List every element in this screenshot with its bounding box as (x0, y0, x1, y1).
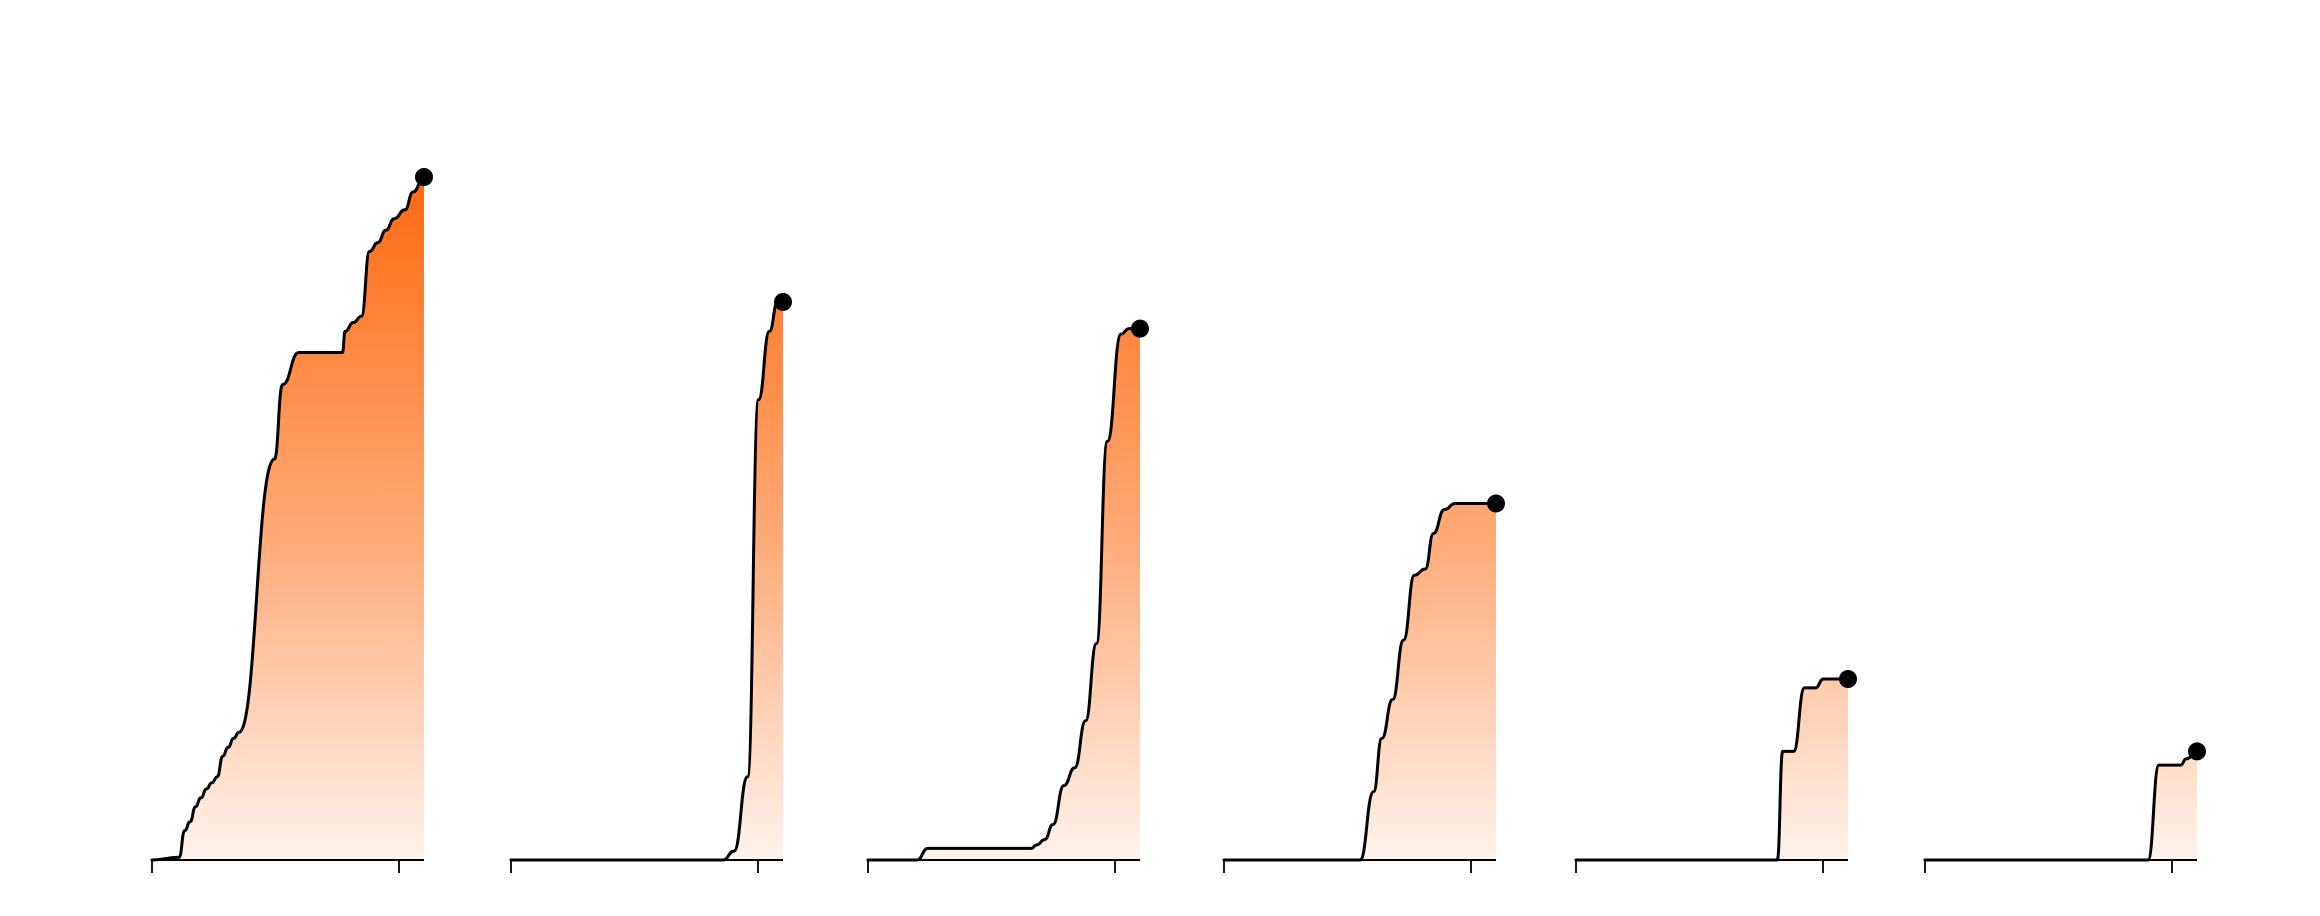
area-fill-4 (1224, 503, 1496, 860)
endpoint-marker-2 (774, 292, 792, 311)
endpoint-marker-1 (415, 168, 433, 186)
endpoint-marker-6 (2188, 742, 2206, 761)
area-fill-5 (1576, 679, 1848, 860)
panel-2 (509, 292, 792, 873)
area-fill-3 (868, 328, 1140, 861)
panel-4 (1222, 494, 1505, 873)
area-fill-1 (152, 177, 424, 860)
panel-5 (1574, 670, 1857, 873)
panel-1 (150, 168, 433, 873)
endpoint-marker-3 (1131, 319, 1149, 338)
area-fill-6 (1925, 751, 2197, 860)
series-line-4 (1222, 502, 1498, 862)
area-fill-2 (511, 302, 783, 860)
series-line-6 (1923, 749, 2199, 862)
series-line-1 (150, 175, 426, 862)
panel-6 (1923, 742, 2206, 873)
panel-3 (866, 319, 1149, 873)
series-line-2 (509, 300, 785, 862)
endpoint-marker-4 (1487, 494, 1505, 513)
series-line-5 (1574, 677, 1850, 862)
endpoint-marker-5 (1839, 670, 1857, 689)
series-line-3 (866, 327, 1142, 862)
